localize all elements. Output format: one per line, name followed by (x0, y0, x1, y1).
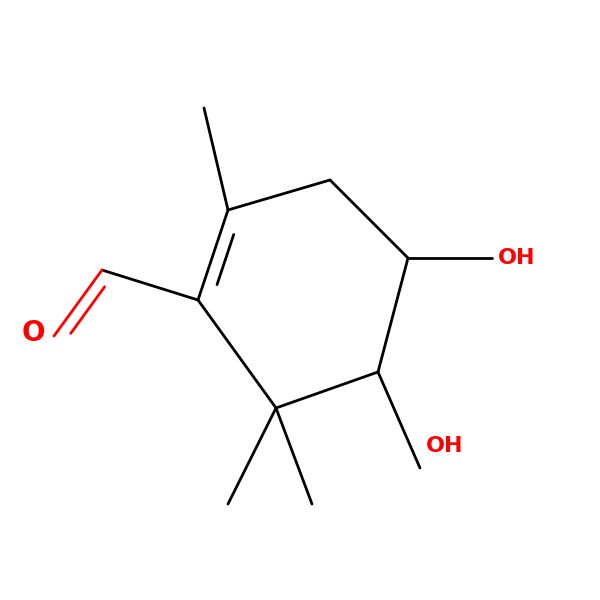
Text: OH: OH (426, 436, 464, 456)
Text: O: O (22, 319, 45, 347)
Text: OH: OH (498, 248, 536, 268)
